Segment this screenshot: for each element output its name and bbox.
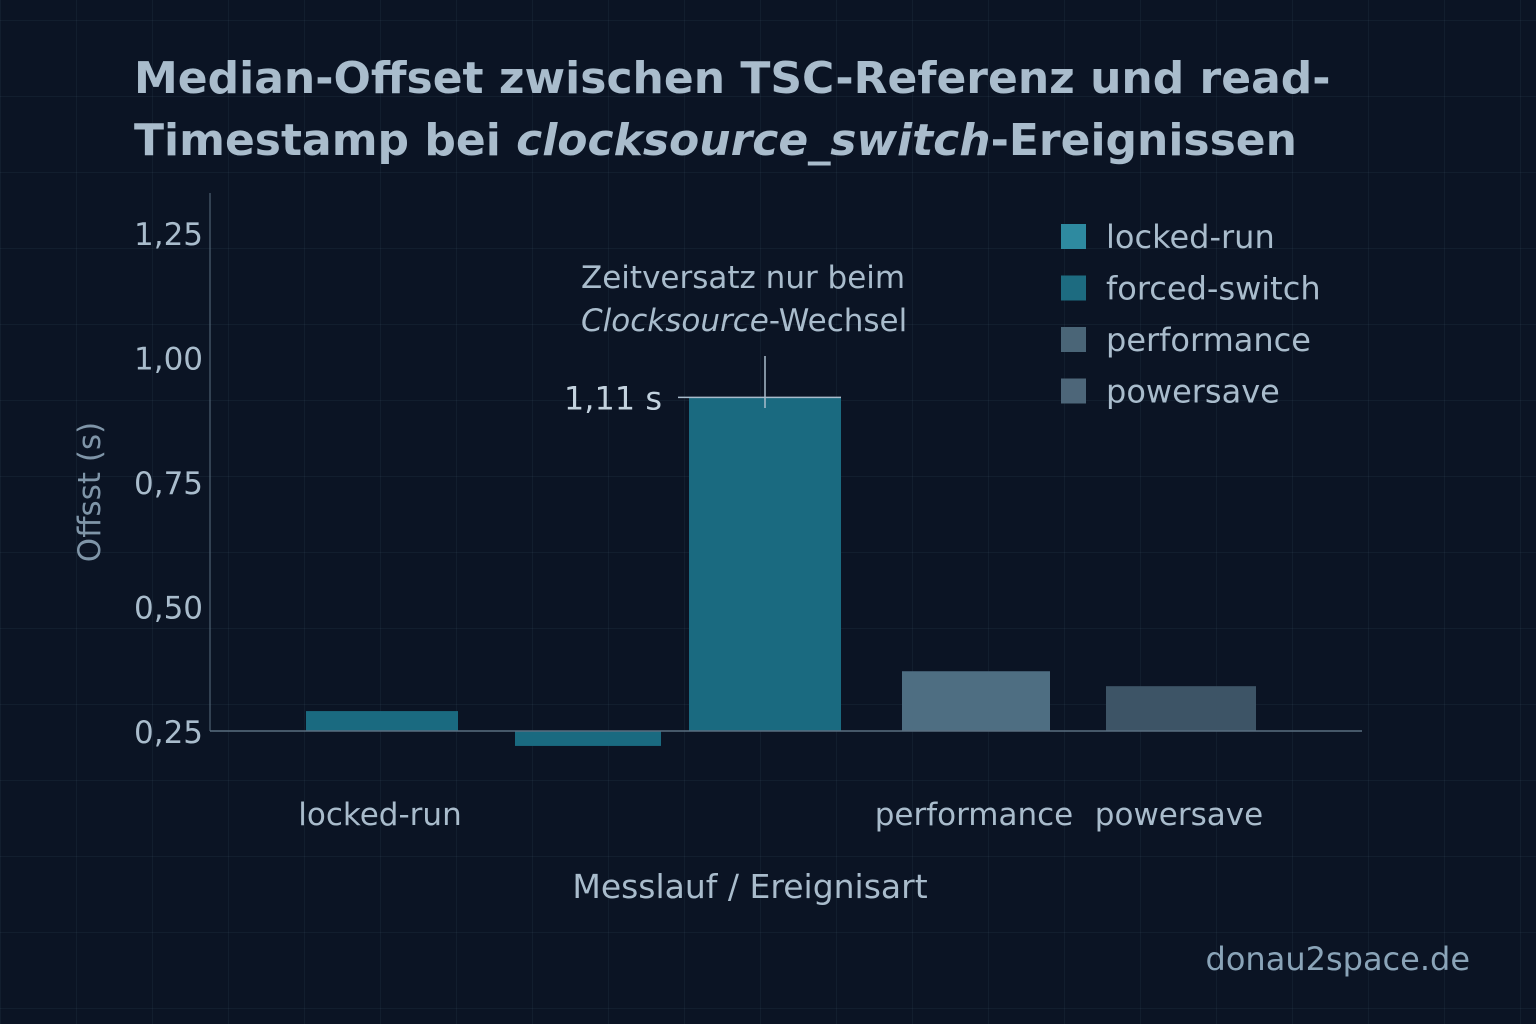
y-tick-label: 0,75 bbox=[134, 466, 203, 502]
title-line-1: Median-Offset zwischen TSC-Referenz und … bbox=[134, 53, 1331, 104]
legend-swatch-3 bbox=[1061, 378, 1086, 404]
bar-3 bbox=[902, 671, 1050, 731]
title-line-2-emphasis: clocksource_switch bbox=[516, 115, 991, 166]
bar-4 bbox=[1106, 686, 1256, 731]
legend-swatch-1 bbox=[1061, 275, 1086, 301]
legend-swatch-2 bbox=[1061, 327, 1086, 352]
legend-label-2: performance bbox=[1106, 321, 1311, 359]
title-line-2-prefix: Timestamp bei bbox=[134, 115, 517, 166]
watermark: donau2space.de bbox=[1205, 940, 1470, 978]
x-tick-label: powersave bbox=[1095, 797, 1263, 833]
x-axis-label: Messlauf / Ereignisart bbox=[572, 867, 927, 906]
annotation-text-line-1: Zeitversatz nur beim bbox=[581, 260, 905, 296]
title-line-2-suffix: -Ereignissen bbox=[990, 115, 1297, 166]
legend-label-0: locked-run bbox=[1106, 218, 1275, 256]
bar-1 bbox=[515, 731, 661, 746]
y-axis-label: Offsst (s) bbox=[72, 422, 108, 562]
y-tick-label: 1,00 bbox=[134, 342, 203, 378]
annotation-text-emphasis: Clocksource bbox=[581, 303, 769, 339]
y-tick-label: 0,25 bbox=[134, 715, 203, 751]
chart-title: Median-Offset zwischen TSC-Referenz und … bbox=[134, 48, 1434, 172]
legend-label-1: forced-switch bbox=[1106, 270, 1321, 308]
annotation-text-line-2: Clocksource-Wechsel bbox=[581, 303, 907, 339]
y-tick-label: 1,25 bbox=[134, 217, 203, 253]
bar-2 bbox=[689, 397, 841, 731]
x-tick-label: performance bbox=[875, 797, 1074, 833]
legend-label-3: powersave bbox=[1106, 373, 1280, 411]
bar-0 bbox=[306, 711, 458, 731]
legend-swatch-0 bbox=[1061, 224, 1086, 249]
y-tick-label: 0,50 bbox=[134, 591, 203, 627]
x-tick-label: locked-run bbox=[298, 797, 461, 833]
annotation-value-label: 1,11 s bbox=[564, 379, 662, 417]
annotation-text-suffix: -Wechsel bbox=[769, 303, 907, 339]
